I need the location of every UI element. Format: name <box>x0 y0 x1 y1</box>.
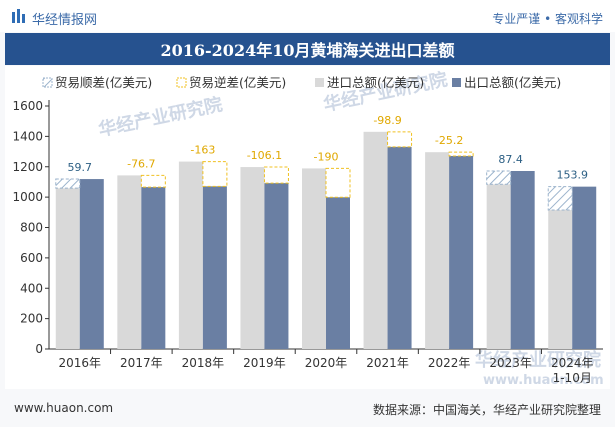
surplus-box <box>486 170 512 185</box>
import-bar <box>363 131 388 349</box>
balance-data-label: -98.9 <box>373 114 401 127</box>
x-tick-label: 2016年 <box>59 356 102 370</box>
import-bar <box>425 152 450 349</box>
x-tick-label: 2018年 <box>182 356 225 370</box>
import-bar <box>117 175 142 349</box>
balance-data-label: -190 <box>314 150 339 163</box>
import-bar <box>486 184 511 349</box>
export-bar <box>264 183 289 349</box>
deficit-box <box>387 131 413 148</box>
import-bar <box>178 161 203 349</box>
x-tick-label: 1-10月 <box>553 371 592 385</box>
tagline: 专业严谨 • 客观科学 <box>492 12 603 26</box>
balance-data-label: 87.4 <box>498 153 523 166</box>
import-bar <box>240 167 265 349</box>
balance-data-label: 59.7 <box>68 161 93 174</box>
export-bar <box>202 186 227 349</box>
surplus-box <box>55 178 81 189</box>
watermark-text: 华经产业研究院 <box>96 93 224 141</box>
balance-data-label: -163 <box>190 144 215 157</box>
y-tick-label: 1600 <box>12 99 43 113</box>
legend-swatch-deficit <box>176 77 187 88</box>
balance-data-label: 153.9 <box>556 169 588 182</box>
balance-data-label: -76.7 <box>127 157 155 170</box>
footer: www.huaon.com 数据来源：中国海关，华经产业研究院整理 <box>0 392 615 427</box>
export-bar <box>449 155 474 349</box>
x-tick-label: 2017年 <box>120 356 163 370</box>
deficit-box <box>448 151 474 157</box>
y-tick-label: 0 <box>35 342 43 356</box>
y-tick-label: 1000 <box>12 190 43 204</box>
surplus-box <box>547 186 573 211</box>
chart-area: 华经产业研究院 华经产业研究院 华经产业研究院 www.huaon.com 贸易顺差(亿… <box>5 66 610 389</box>
legend-label-import: 进口总额(亿美元) <box>327 75 424 90</box>
deficit-box <box>140 174 166 188</box>
export-bar <box>326 197 350 349</box>
footer-source: 数据来源：中国海关，华经产业研究院整理 <box>372 403 601 417</box>
export-bar <box>510 171 535 349</box>
y-tick-label: 800 <box>20 221 43 235</box>
footer-website[interactable]: www.huaon.com <box>14 401 114 415</box>
legend-swatch-surplus <box>42 77 53 88</box>
x-tick-label: 2023年 <box>489 356 532 370</box>
balance-data-label: -25.2 <box>435 134 463 147</box>
import-bar <box>302 168 326 349</box>
export-bar <box>141 187 166 349</box>
y-tick-label: 1200 <box>12 160 43 174</box>
title-bar: 2016-2024年10月黄埔海关进出口差额 <box>5 33 610 65</box>
y-tick-label: 1400 <box>12 129 43 143</box>
y-tick-label: 600 <box>20 251 43 265</box>
y-tick-label: 200 <box>20 312 43 326</box>
x-tick-label: 2019年 <box>243 356 286 370</box>
brand-logo-icon <box>12 9 25 23</box>
balance-data-label: -106.1 <box>247 149 282 162</box>
export-bar <box>79 179 104 349</box>
x-tick-label: 2022年 <box>428 356 471 370</box>
x-tick-label: 2021年 <box>366 356 409 370</box>
y-tick-label: 400 <box>20 281 43 295</box>
legend-label-export: 出口总额(亿美元) <box>464 75 561 90</box>
chart-title: 2016-2024年10月黄埔海关进出口差额 <box>160 41 455 60</box>
legend-swatch-import <box>315 78 324 87</box>
deficit-box <box>325 167 351 198</box>
watermark-url: www.huaon.com <box>483 373 604 388</box>
watermark-text: 华经产业研究院 <box>475 349 601 371</box>
import-bar <box>548 210 573 349</box>
top-bar: 华经情报网 专业严谨 • 客观科学 <box>0 0 615 32</box>
trade-balance-chart: 华经产业研究院华经产业研究院华经产业研究院www.huaon.com贸易顺差(亿… <box>12 68 604 388</box>
legend-label-deficit: 贸易逆差(亿美元) <box>189 75 286 90</box>
legend-swatch-export <box>452 78 461 87</box>
legend-label-surplus: 贸易顺差(亿美元) <box>55 75 152 90</box>
export-bar <box>387 146 412 349</box>
export-bar <box>572 186 597 349</box>
brand-name: 华经情报网 <box>32 13 98 28</box>
deficit-box <box>202 161 228 187</box>
deficit-box <box>263 166 289 184</box>
import-bar <box>55 188 80 349</box>
x-tick-label: 2020年 <box>305 356 348 370</box>
x-tick-label: 2024年 <box>551 356 594 370</box>
